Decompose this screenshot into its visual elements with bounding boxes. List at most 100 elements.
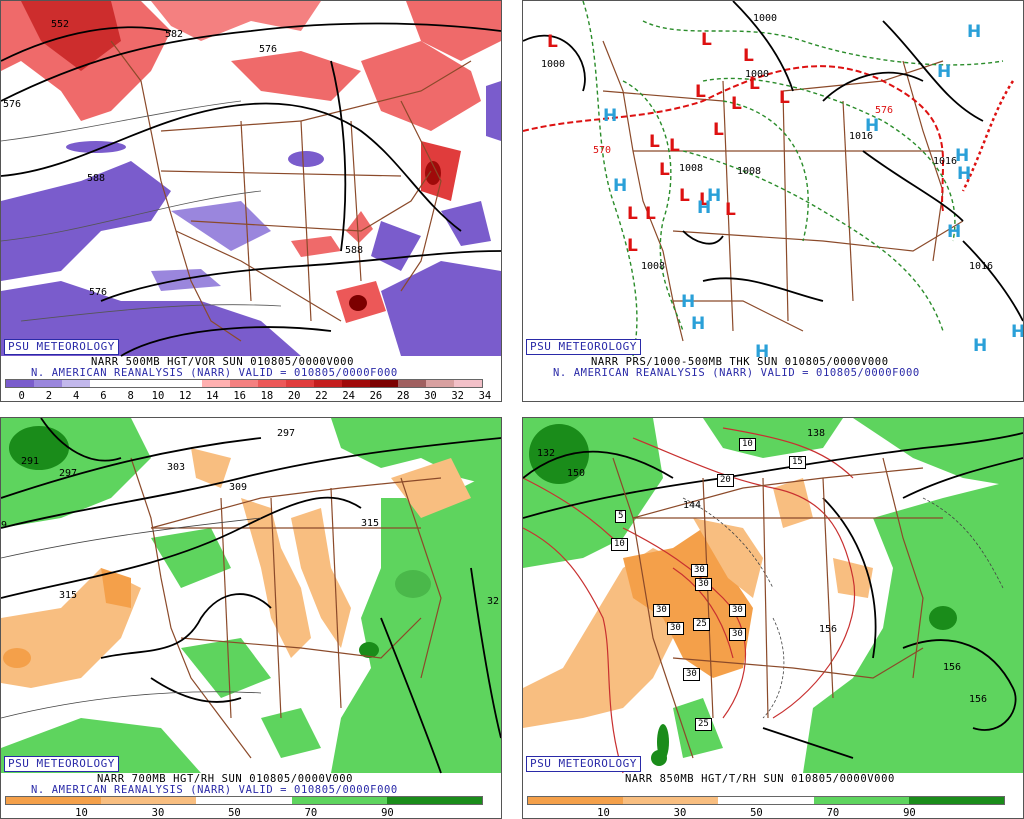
colorbar-swatch xyxy=(908,797,1005,804)
temperature-label: 30 xyxy=(729,604,746,617)
rh-colorbar-ticks: 10 30 50 70 90 xyxy=(5,807,483,819)
temperature-label: 25 xyxy=(693,618,710,631)
low-pressure-symbol: L xyxy=(627,204,638,224)
colorbar-tick-label: 50 xyxy=(228,807,241,819)
caption-line-1: NARR 850MB HGT/T/RH SUN 010805/0000V000 xyxy=(625,773,895,785)
colorbar-tick-label: 16 xyxy=(233,390,247,402)
low-pressure-symbol: L xyxy=(669,136,680,156)
colorbar-tick-label: 30 xyxy=(673,807,687,819)
rh-colorbar xyxy=(527,796,1005,805)
high-pressure-symbol: H xyxy=(755,342,769,362)
colorbar-swatch xyxy=(370,380,398,387)
vorticity-colorbar-ticks: 0 2 4 6 8 10 12 14 16 18 20 22 24 26 28 30 32 34 xyxy=(5,390,492,402)
low-pressure-symbol: L xyxy=(749,74,760,94)
colorbar-tick-label: 22 xyxy=(315,390,328,402)
colorbar-swatch xyxy=(342,380,370,387)
low-pressure-symbol: L xyxy=(725,200,736,220)
colorbar-tick-label: 28 xyxy=(396,390,410,402)
colorbar-tick-label: 8 xyxy=(127,390,134,402)
colorbar-tick-label: 4 xyxy=(73,390,80,402)
isobar-label: 1008 xyxy=(737,166,761,177)
map-surface: 1000 1000 1008 1008 1016 1016 1016 1008 … xyxy=(523,1,1024,362)
contour-label: 297 xyxy=(59,468,77,479)
caption-line-1: NARR 500MB HGT/VOR SUN 010805/0000V000 xyxy=(91,356,355,368)
low-pressure-symbol: L xyxy=(731,94,742,114)
caption-line-2: N. AMERICAN REANALYSIS (NARR) VALID = 01… xyxy=(31,367,398,379)
high-pressure-symbol: H xyxy=(691,314,705,334)
thickness-label: 570 xyxy=(593,145,611,156)
temperature-label: 30 xyxy=(695,578,712,591)
colorbar-tick-label: 12 xyxy=(178,390,192,402)
high-pressure-symbol: H xyxy=(613,176,627,196)
high-pressure-symbol: H xyxy=(937,62,951,82)
high-pressure-symbol: H xyxy=(681,292,695,312)
colorbar-swatch xyxy=(118,380,146,387)
contour-label: 291 xyxy=(21,456,39,467)
colorbar-tick-label: 32 xyxy=(451,390,464,402)
low-pressure-symbol: L xyxy=(701,30,712,50)
colorbar-swatch xyxy=(202,380,230,387)
high-pressure-symbol: H xyxy=(1011,322,1024,342)
colorbar-tick-label: 10 xyxy=(151,390,165,402)
caption-line-1: NARR PRS/1000-500MB THK SUN 010805/0000V… xyxy=(591,356,889,368)
contour-label: 156 xyxy=(943,662,961,673)
contour-label: 309 xyxy=(229,482,247,493)
colorbar-tick-label: 30 xyxy=(424,390,437,402)
map-500mb: 576 576 576 588 588 582 552 xyxy=(1,1,501,357)
colorbar-tick-label: 14 xyxy=(206,390,219,402)
low-pressure-symbol: L xyxy=(649,132,660,152)
caption-line-2: N. AMERICAN REANALYSIS (NARR) VALID = 01… xyxy=(553,367,920,379)
psu-badge: PSU METEOROLOGY xyxy=(526,756,641,772)
temperature-label: 30 xyxy=(683,668,700,681)
colorbar-swatch xyxy=(813,797,909,804)
isobar-label: 1000 xyxy=(753,13,777,24)
temperature-label: 25 xyxy=(695,718,712,731)
temperature-label: 20 xyxy=(717,474,734,487)
isobar-label: 1000 xyxy=(745,69,769,80)
colorbar-swatch xyxy=(62,380,90,387)
panel-700mb-rh: 291 297 303 309 315 315 297 9 32 PSU MET… xyxy=(0,417,502,819)
high-pressure-symbol: H xyxy=(947,222,961,242)
contour-label: 156 xyxy=(819,624,837,635)
contour-label: 552 xyxy=(51,19,69,30)
panel-850mb-temp-rh: 132 138 144 150 156 156 156 5 10 10 15 20 25 2… xyxy=(522,417,1024,819)
colorbar-swatch xyxy=(6,380,34,387)
colorbar-swatch xyxy=(174,380,202,387)
colorbar-tick-label: 2 xyxy=(45,390,53,402)
colorbar-tick-label: 34 xyxy=(478,390,492,402)
contour-label: 303 xyxy=(167,462,185,473)
low-pressure-symbol: L xyxy=(645,204,656,224)
colorbar-tick-label: 50 xyxy=(750,807,763,819)
high-pressure-symbol: H xyxy=(955,146,969,166)
colorbar-tick-label: 10 xyxy=(597,807,610,819)
map-700mb: 291 297 303 309 315 315 297 9 32 xyxy=(1,418,501,774)
low-pressure-symbol: L xyxy=(679,186,690,206)
colorbar-swatch xyxy=(528,797,624,804)
colorbar-swatch xyxy=(196,797,292,804)
contour-label: 144 xyxy=(683,500,701,511)
high-pressure-symbol: H xyxy=(973,336,987,356)
isobar-label: 1016 xyxy=(849,131,873,142)
isobar-label: 1008 xyxy=(641,261,665,272)
colorbar-swatch xyxy=(90,380,118,387)
contour-label: 582 xyxy=(165,29,183,40)
temperature-label: 30 xyxy=(729,628,746,641)
colorbar-tick-label: 6 xyxy=(100,390,107,402)
temperature-label: 5 xyxy=(615,510,627,523)
colorbar-tick-label: 90 xyxy=(381,807,394,819)
colorbar-swatch xyxy=(718,797,814,804)
low-pressure-symbol: L xyxy=(659,160,670,180)
temperature-label: 10 xyxy=(739,438,756,451)
panel-surface-pressure: 1000 1000 1008 1008 1016 1016 1016 1008 … xyxy=(522,0,1024,402)
colorbar-swatch xyxy=(623,797,719,804)
isobar-label: 1016 xyxy=(969,261,993,272)
colorbar-tick-label: 20 xyxy=(287,390,301,402)
rh-colorbar-ticks: 10 30 50 70 90 xyxy=(527,807,1005,819)
contour-label: 576 xyxy=(3,99,21,110)
contour-label: 156 xyxy=(969,694,987,705)
panel-500mb-vorticity: 576 576 576 588 588 582 552 PSU METEOROL… xyxy=(0,0,502,402)
psu-badge: PSU METEOROLOGY xyxy=(4,339,119,355)
psu-badge: PSU METEOROLOGY xyxy=(526,339,641,355)
high-pressure-symbol: H xyxy=(957,164,971,184)
contour-label: 576 xyxy=(259,44,277,55)
